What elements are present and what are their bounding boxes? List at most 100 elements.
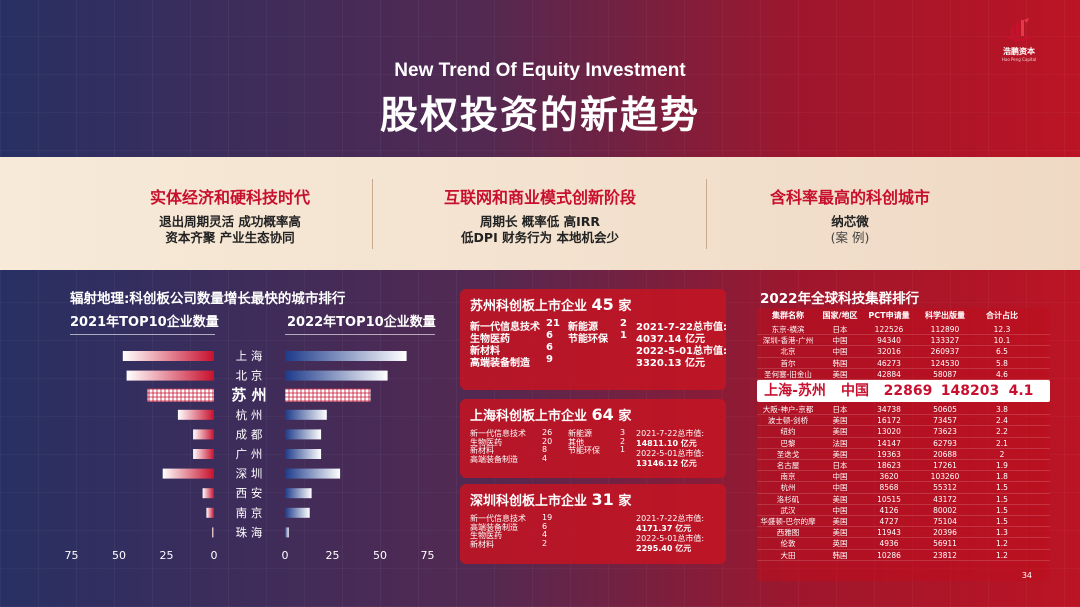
industry-count: 6: [546, 330, 553, 341]
table-cell: 4.1: [1008, 383, 1034, 399]
table-cell: 中国: [832, 483, 848, 493]
band-heading: 互联网和商业模式创新阶段: [443, 188, 636, 207]
table-cell: 国家/地区: [822, 311, 858, 320]
x-tick-label: 75: [65, 549, 79, 562]
table-cell: 武汉: [780, 505, 796, 515]
market-cap-value: 3320.13 亿元: [636, 358, 706, 369]
bar-2022: [285, 527, 289, 538]
industry-count: 26: [542, 428, 553, 437]
table-cell: 260937: [930, 347, 960, 357]
table-row: 大阪-神户-京都 日本 34738 50605 3.8: [757, 404, 1050, 416]
industry-name: 高端装备制造: [470, 358, 530, 369]
table-cell: 148203: [940, 383, 1000, 399]
table-cell: 科学出版量: [925, 311, 965, 320]
table-cell: 中国: [832, 472, 848, 482]
table-cell: 南京: [780, 472, 796, 482]
table-cell: 杭州: [780, 483, 796, 493]
table-row: 大田 韩国 10286 23812 1.2: [757, 550, 1050, 561]
table-cell: 1.3: [996, 528, 1008, 538]
card-title: 上海科创板上市企业 64 家: [470, 405, 632, 424]
city-label: 成 都: [236, 427, 263, 441]
title-english: New Trend Of Equity Investment: [394, 60, 686, 81]
table-row: 波士顿-剑桥 美国 16172 73457 2.4: [757, 415, 1050, 427]
industry-name: 高端装备制造: [470, 522, 518, 532]
table-cell: 中国: [841, 383, 869, 399]
cluster-table-title: 2022年全球科技集群排行: [760, 291, 920, 307]
band-divider: [706, 179, 707, 249]
city-label: 广 州: [236, 447, 263, 461]
table-row: 华盛顿-巴尔的摩 美国 4727 75104 1.5: [757, 516, 1050, 528]
table-cell: 50605: [933, 405, 957, 414]
band-col-3: 含科率最高的科创城市 纳芯微 (案 例): [660, 157, 1040, 270]
industry-count: 20: [542, 436, 553, 446]
table-cell: 4936: [879, 539, 899, 549]
table-cell: 62793: [933, 438, 957, 448]
table-cell: 波士顿-剑桥: [767, 416, 809, 426]
table-row: 北京 中国 32016 260937 6.5: [757, 346, 1050, 358]
table-cell: 112890: [930, 325, 960, 334]
bar-2021: [162, 468, 214, 479]
band-line: 退出周期灵活 成功概率高: [159, 214, 301, 229]
table-cell: 巴黎: [780, 438, 796, 448]
bar-2021: [202, 488, 214, 499]
table-cell: 伦敦: [780, 539, 796, 549]
table-cell: 1.5: [996, 494, 1008, 504]
city-label: 深 圳: [236, 467, 263, 481]
bar-2021: [206, 507, 214, 518]
table-cell: 94340: [877, 336, 901, 346]
table-cell: 11943: [877, 528, 901, 538]
table-cell: 42884: [877, 369, 901, 379]
band-line: 周期长 概率低 高IRR: [479, 214, 601, 229]
card-title: 深圳科创板上市企业 31 家: [470, 490, 632, 509]
card-grid: 新一代信息技术 26 生物医药 20 新材料 8 高端装备制造 4 新能源 3 其他 2 节能环保 1 20…: [470, 428, 716, 478]
table-cell: 133327: [930, 336, 960, 346]
card-suzhou: 苏州科创板上市企业 45 家 新一代信息技术 21 生物医药 6 新材料 6 高端装备制造 9…: [460, 289, 727, 390]
left-series-label: 2021年TOP10企业数量: [70, 315, 219, 330]
table-cell: 34738: [877, 405, 901, 414]
industry-name: 节能环保: [568, 446, 600, 455]
table-row: 洛杉矶 美国 10515 43172 1.5: [757, 494, 1050, 505]
table-cell: 23812: [933, 550, 957, 560]
bar-2022: [285, 429, 322, 440]
table-cell: 1.9: [996, 461, 1008, 470]
table-cell: 4.6: [996, 369, 1008, 379]
table-row: 杭州 中国 8568 55312 1.5: [757, 482, 1050, 494]
industry-name: 高端装备制造: [470, 454, 518, 464]
table-cell: PCT申请量: [868, 311, 910, 320]
cluster-table: 集群名称 国家/地区 PCT申请量 科学出版量 合计占比 东京-横滨 日本 122526 112…: [757, 308, 1050, 581]
card-title: 苏州科创板上市企业 45 家: [470, 295, 632, 314]
band-col-1: 实体经济和硬科技时代 退出周期灵活 成功概率高 资本齐聚 产业生态协同: [40, 157, 420, 270]
industry-name: 新一代信息技术: [470, 429, 526, 438]
table-cell: 1.5: [996, 517, 1008, 526]
table-cell: 5.8: [996, 358, 1008, 368]
table-cell: 46273: [877, 358, 901, 368]
table-cell: 日本: [832, 405, 848, 414]
table-cell: 圣何塞-旧金山: [764, 369, 812, 379]
table-cell: 32016: [877, 347, 901, 357]
bar-2022: [285, 449, 322, 459]
table-cell: 73623: [933, 427, 957, 437]
table-cell: 12.3: [993, 325, 1011, 334]
band-line: 低DPI 财务行为 本地机会少: [461, 230, 619, 245]
table-cell: 16172: [877, 416, 901, 426]
band-line: 纳芯微: [831, 214, 869, 229]
table-cell: 美国: [832, 528, 848, 538]
table-cell: 中国: [832, 347, 848, 357]
table-cell: 中国: [832, 505, 848, 515]
table-cell: 美国: [832, 369, 848, 379]
market-cap-value: 2295.40 亿元: [636, 544, 692, 553]
table-row: 圣何塞-旧金山 美国 42884 58087 4.6: [757, 369, 1050, 380]
table-cell: 韩国: [832, 358, 848, 368]
x-tick-label: 50: [112, 549, 126, 562]
industry-count: 6: [542, 521, 548, 531]
table-cell: 1.5: [996, 483, 1008, 493]
bar-2021: [212, 527, 214, 538]
table-cell: 2.1: [996, 438, 1008, 448]
table-cell: 56911: [933, 539, 957, 549]
bar-2022: [285, 370, 388, 381]
bar-2022: [285, 351, 407, 361]
table-cell: 法国: [832, 438, 848, 448]
market-cap-label: 2021-7-22总市值:: [636, 429, 705, 438]
left-chart-rule: [70, 334, 215, 335]
table-cell: 韩国: [832, 550, 848, 560]
